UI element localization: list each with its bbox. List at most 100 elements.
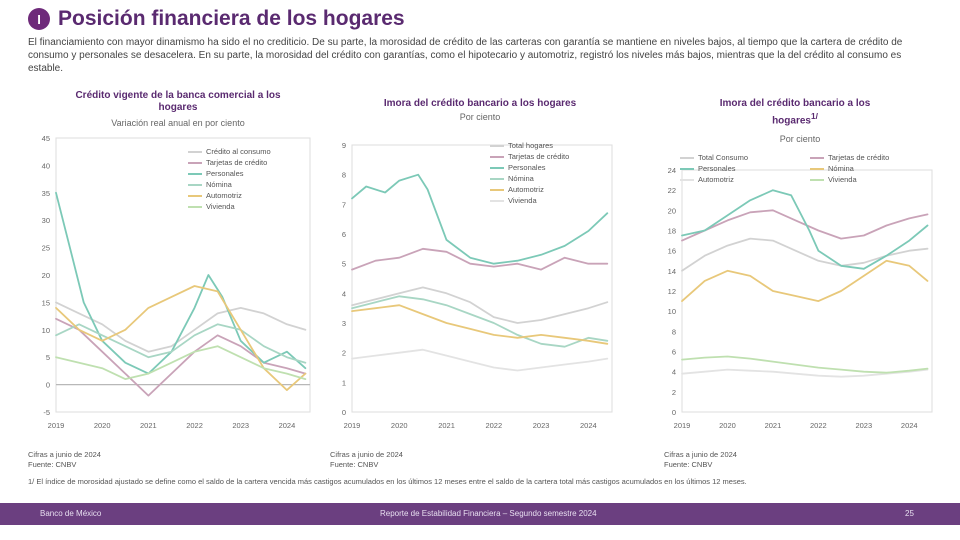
legend-swatch	[490, 177, 504, 180]
legend-item: Automotriz	[490, 184, 569, 195]
chart-3-x-tick: 2019	[674, 421, 691, 430]
legend-label: Personales	[206, 169, 244, 178]
chart-1-x-tick: 2024	[279, 421, 296, 430]
chart-2-y-tick: 6	[342, 230, 346, 239]
chart-panel-3: Imora del crédito bancario a los hogares…	[650, 90, 940, 480]
chart-2-note: Cifras a junio de 2024 Fuente: CNBV	[330, 450, 403, 470]
chart-2-svg: 0 1 2 3 4 5 6 7 8 9 2019 2020 2021 2022 2023 2024	[342, 141, 613, 430]
chart-3-y-tick: 20	[668, 206, 676, 215]
chart-2-y-tick: 9	[342, 141, 346, 150]
legend-item: Personales	[490, 162, 569, 173]
chart-3-title: Imora del crédito bancario a los hogares…	[710, 98, 880, 127]
legend-label: Total Consumo	[698, 153, 749, 162]
legend-swatch	[188, 150, 202, 153]
chart-3-subtitle: Por ciento	[779, 134, 821, 144]
chart-1-y-tick: 25	[42, 244, 50, 253]
legend-swatch	[188, 172, 202, 175]
legend-swatch	[490, 188, 504, 191]
chart-1-plot-frame	[55, 137, 311, 413]
chart-3-y-tick: 0	[672, 408, 676, 417]
chart-1-series-line	[55, 323, 307, 364]
footer-left: Banco de México	[40, 509, 102, 518]
legend-item: Personales	[188, 168, 271, 179]
chart-1-x-tick: 2022	[186, 421, 203, 430]
legend-swatch	[810, 156, 824, 159]
chart-3-series-line	[681, 209, 929, 242]
chart-2-x-tick: 2019	[344, 421, 361, 430]
legend-label: Personales	[698, 164, 736, 173]
chart-1-series-line	[55, 191, 307, 375]
chart-1-y-tick: -5	[43, 408, 50, 417]
legend-item: Nómina	[188, 179, 271, 190]
chart-2-legend: Total hogares Tarjetas de crédito Personal…	[490, 140, 569, 206]
legend-swatch	[188, 194, 202, 197]
chart-3-y-tick: 18	[668, 227, 676, 236]
chart-3-x-tick: 2024	[901, 421, 918, 430]
legend-label: Personales	[508, 163, 546, 172]
chart-3-y-tick: 2	[672, 388, 676, 397]
title-row: I Posición financiera de los hogares	[28, 7, 405, 31]
legend-swatch	[680, 156, 694, 159]
legend-label: Automotriz	[698, 175, 734, 184]
legend-label: Nómina	[508, 174, 534, 183]
chart-2-y-tick: 3	[342, 319, 346, 328]
chart-3-series-line	[681, 355, 929, 374]
chart-2-y-tick: 1	[342, 378, 346, 387]
chart-3-series-line	[681, 259, 929, 303]
chart-1-note-date: Cifras a junio de 2024	[28, 450, 101, 459]
legend-label: Crédito al consumo	[206, 147, 271, 156]
chart-3-y-tick: 4	[672, 368, 676, 377]
chart-1-legend: Crédito al consumo Tarjetas de crédito Per…	[188, 146, 271, 212]
chart-1-series-line	[55, 345, 307, 381]
chart-panel-1: Crédito vigente de la banca comercial a …	[28, 90, 318, 480]
legend-item: Tarjetas de crédito	[188, 157, 271, 168]
chart-2-series-line	[351, 247, 609, 271]
chart-2-note-source: Fuente: CNBV	[330, 460, 379, 469]
chart-3-y-tick: 24	[668, 166, 676, 175]
chart-2-x-tick: 2024	[580, 421, 597, 430]
legend-label: Automotriz	[206, 191, 242, 200]
footer-center: Reporte de Estabilidad Financiera – Segu…	[380, 509, 597, 518]
legend-label: Nómina	[206, 180, 232, 189]
chart-3-y-tick: 10	[668, 307, 676, 316]
chart-1-note-source: Fuente: CNBV	[28, 460, 77, 469]
chart-1-x-tick: 2019	[48, 421, 65, 430]
chart-2-y-tick: 2	[342, 349, 346, 358]
legend-swatch	[490, 155, 504, 158]
chart-3-x-tick: 2022	[810, 421, 827, 430]
legend-label: Vivienda	[828, 175, 857, 184]
legend-swatch	[188, 161, 202, 164]
legend-swatch	[490, 199, 504, 202]
legend-label: Vivienda	[206, 202, 235, 211]
legend-label: Total hogares	[508, 141, 554, 150]
legend-item: Total Consumo	[680, 152, 800, 163]
section-badge: I	[28, 8, 50, 30]
chart-1-y-tick: 40	[42, 161, 50, 170]
intro-paragraph: El financiamiento con mayor dinamismo ha…	[28, 37, 903, 74]
footer-bar: Banco de México Reporte de Estabilidad F…	[0, 503, 960, 525]
legend-swatch	[810, 178, 824, 181]
legend-swatch	[188, 205, 202, 208]
chart-1-y-tick: 10	[42, 326, 50, 335]
chart-2-y-tick: 4	[342, 289, 346, 298]
legend-swatch	[680, 178, 694, 181]
chart-3-y-tick: 14	[668, 267, 676, 276]
chart-2-title: Imora del crédito bancario a los hogares	[383, 98, 577, 109]
chart-2-series-line	[351, 295, 609, 348]
chart-3-x-tick: 2021	[765, 421, 782, 430]
legend-item: Vivienda	[188, 201, 271, 212]
chart-3-series-line	[681, 368, 929, 378]
legend-item: Automotriz	[188, 190, 271, 201]
chart-3-y-tick: 12	[668, 287, 676, 296]
legend-label: Tarjetas de crédito	[206, 158, 268, 167]
chart-1-x-tick: 2021	[140, 421, 157, 430]
chart-2-plot-frame	[351, 144, 613, 413]
chart-1-y-tick: 20	[42, 271, 50, 280]
chart-1-series-line	[55, 301, 307, 353]
chart-1-title: Crédito vigente de la banca comercial a …	[75, 90, 281, 113]
chart-3-note-source: Fuente: CNBV	[664, 460, 713, 469]
chart-3-y-tick: 6	[672, 348, 676, 357]
chart-3-x-tick: 2020	[719, 421, 736, 430]
chart-2-x-tick: 2022	[485, 421, 502, 430]
